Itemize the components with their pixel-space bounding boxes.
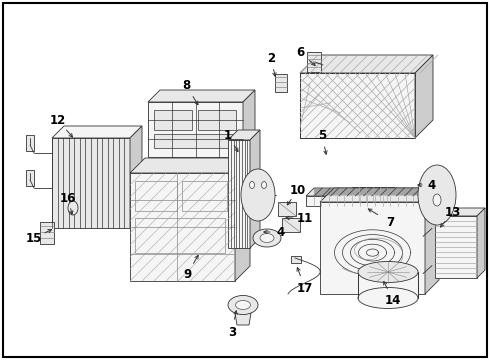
Ellipse shape [228, 296, 258, 315]
Polygon shape [435, 216, 477, 278]
Ellipse shape [358, 261, 418, 283]
Ellipse shape [253, 229, 281, 247]
Polygon shape [425, 188, 439, 294]
Text: 8: 8 [182, 78, 190, 91]
Bar [275, 74, 287, 92]
Text: 11: 11 [297, 212, 313, 225]
Polygon shape [415, 55, 433, 138]
Text: 14: 14 [385, 293, 401, 306]
Bar [154, 134, 236, 148]
Polygon shape [148, 102, 243, 157]
Bar [278, 202, 296, 216]
Text: 17: 17 [297, 282, 313, 294]
Polygon shape [228, 130, 260, 140]
Polygon shape [477, 208, 485, 278]
Polygon shape [52, 138, 130, 228]
Bar [291, 256, 301, 263]
Polygon shape [148, 90, 255, 102]
Polygon shape [320, 188, 439, 202]
Polygon shape [358, 272, 418, 298]
Text: 13: 13 [445, 206, 461, 219]
Text: 4: 4 [277, 225, 285, 239]
Polygon shape [306, 196, 421, 206]
Polygon shape [300, 55, 433, 73]
Polygon shape [250, 130, 260, 248]
Polygon shape [52, 126, 142, 138]
Bar [198, 110, 236, 130]
Bar [135, 218, 225, 253]
Polygon shape [130, 173, 235, 281]
Polygon shape [235, 313, 251, 325]
Ellipse shape [236, 301, 250, 310]
Polygon shape [351, 187, 393, 202]
Text: 10: 10 [290, 184, 306, 197]
Polygon shape [320, 202, 425, 294]
Polygon shape [130, 126, 142, 228]
Text: 16: 16 [60, 192, 76, 204]
Bar [26, 170, 34, 186]
Ellipse shape [68, 201, 78, 215]
Text: 4: 4 [428, 179, 436, 192]
Bar [282, 218, 300, 232]
Text: 12: 12 [50, 113, 66, 126]
Ellipse shape [260, 234, 274, 243]
Ellipse shape [358, 288, 418, 309]
Polygon shape [228, 140, 250, 248]
Polygon shape [300, 73, 415, 138]
Text: 15: 15 [26, 231, 42, 244]
Bar [26, 135, 34, 151]
Bar [307, 52, 321, 72]
Polygon shape [306, 188, 429, 196]
Ellipse shape [418, 165, 456, 225]
Ellipse shape [241, 169, 275, 221]
Text: 1: 1 [224, 129, 232, 141]
Text: 6: 6 [296, 45, 304, 59]
Polygon shape [130, 158, 250, 173]
Text: 2: 2 [267, 51, 275, 64]
Bar [182, 181, 227, 211]
Polygon shape [235, 158, 250, 281]
Ellipse shape [433, 194, 441, 206]
Text: 5: 5 [318, 129, 326, 141]
Text: 7: 7 [386, 216, 394, 229]
Bar [40, 222, 54, 244]
Text: 3: 3 [228, 325, 236, 338]
Bar [135, 181, 177, 211]
Ellipse shape [262, 181, 267, 189]
Polygon shape [243, 90, 255, 157]
Polygon shape [435, 208, 485, 216]
Polygon shape [421, 188, 429, 206]
Text: 9: 9 [183, 269, 191, 282]
Ellipse shape [249, 181, 254, 189]
Bar [154, 110, 192, 130]
